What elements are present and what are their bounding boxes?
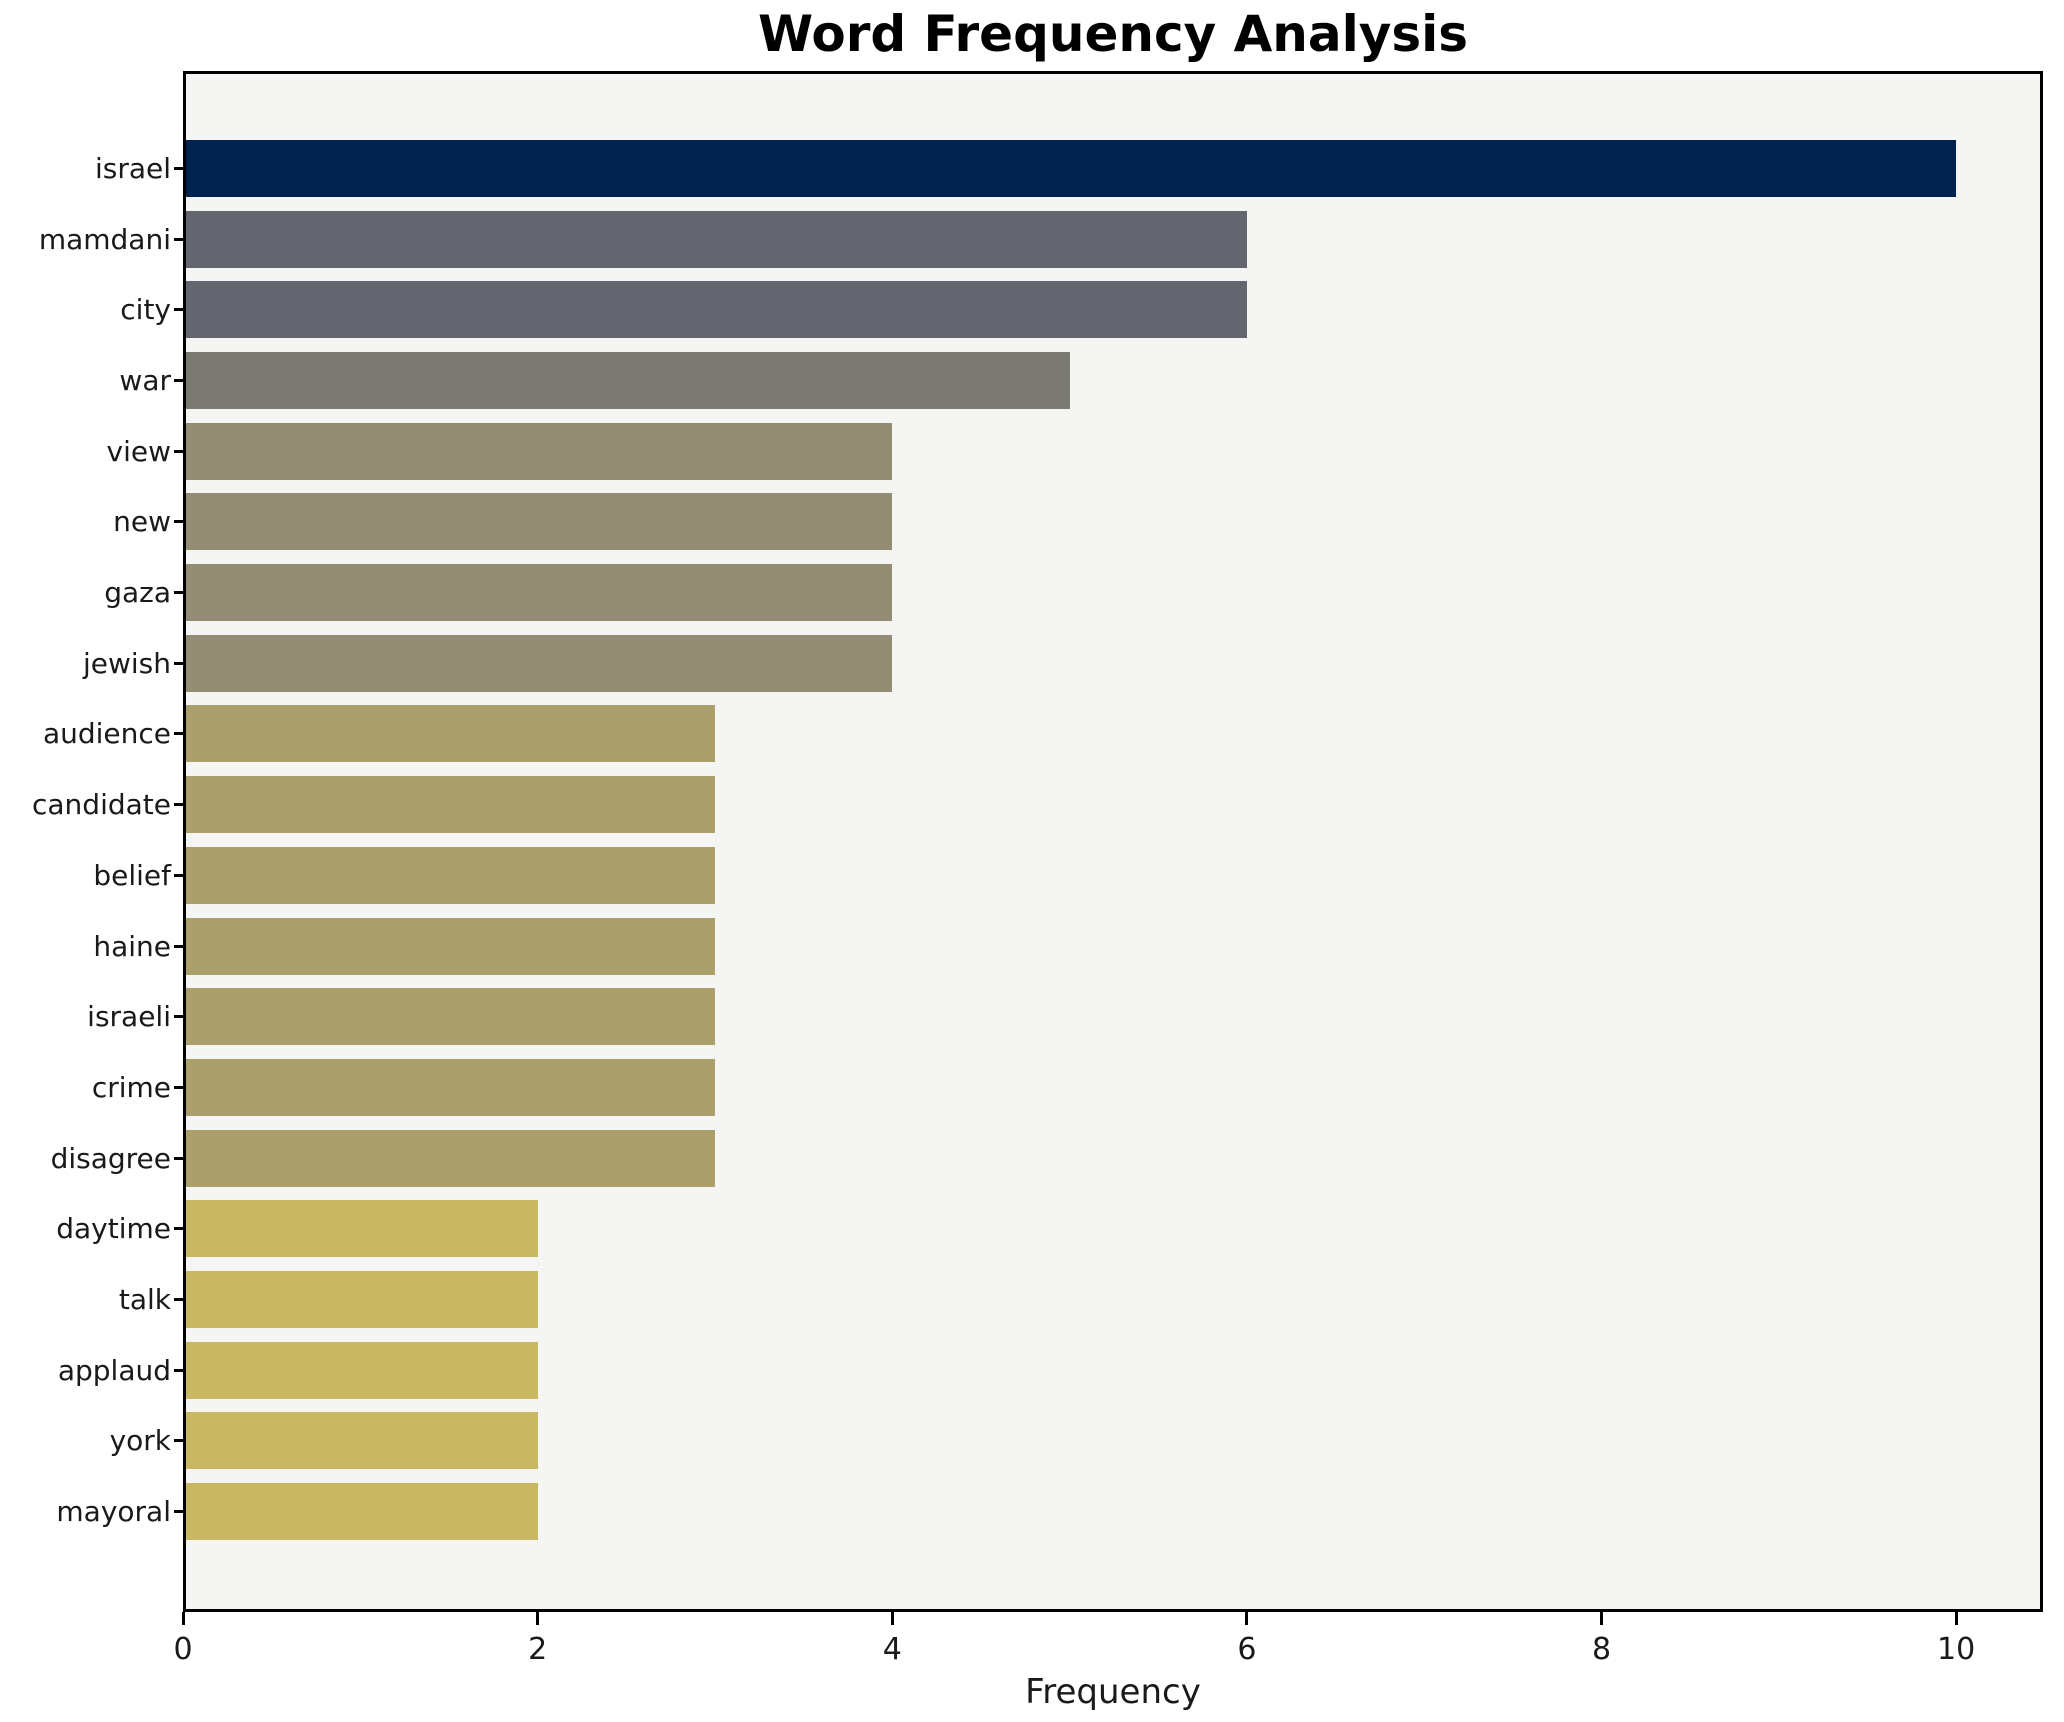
bar-daytime bbox=[183, 1200, 538, 1258]
y-tick-label-view: view bbox=[106, 434, 171, 468]
x-tick-label-0: 0 bbox=[173, 1632, 193, 1667]
y-tick-mark bbox=[174, 237, 183, 241]
bar-talk bbox=[183, 1270, 538, 1328]
y-tick-label-israeli: israeli bbox=[87, 1000, 171, 1034]
bar-crime bbox=[183, 1058, 715, 1116]
y-tick-label-belief: belief bbox=[93, 858, 171, 892]
y-tick-mark bbox=[174, 1085, 183, 1089]
bar-applaud bbox=[183, 1341, 538, 1399]
y-tick-mark bbox=[174, 520, 183, 524]
x-tick-mark bbox=[1954, 1612, 1958, 1625]
bar-israeli bbox=[183, 988, 715, 1046]
y-tick-label-crime: crime bbox=[91, 1070, 171, 1104]
x-tick-mark bbox=[1245, 1612, 1249, 1625]
y-tick-label-mamdani: mamdani bbox=[38, 222, 171, 256]
bar-disagree bbox=[183, 1129, 715, 1187]
bar-israel bbox=[183, 140, 1957, 197]
bar-city bbox=[183, 281, 1247, 339]
bar-jewish bbox=[183, 634, 893, 692]
bar-york bbox=[183, 1412, 538, 1470]
bar-belief bbox=[183, 846, 715, 904]
bar-war bbox=[183, 352, 1070, 410]
chart-title: Word Frequency Analysis bbox=[757, 5, 1469, 63]
x-tick-label-2: 2 bbox=[528, 1632, 548, 1667]
bar-candidate bbox=[183, 776, 715, 834]
y-tick-label-york: york bbox=[109, 1424, 171, 1458]
y-tick-mark bbox=[174, 591, 183, 595]
bar-mayoral bbox=[183, 1483, 538, 1540]
bar-view bbox=[183, 422, 893, 480]
y-tick-label-talk: talk bbox=[118, 1282, 171, 1316]
y-tick-mark bbox=[174, 873, 183, 877]
y-tick-mark bbox=[174, 1015, 183, 1019]
bar-haine bbox=[183, 917, 715, 975]
y-tick-mark bbox=[174, 167, 183, 170]
y-tick-label-israel: israel bbox=[94, 152, 171, 185]
y-tick-label-audience: audience bbox=[42, 717, 171, 751]
y-tick-mark bbox=[174, 1510, 183, 1513]
y-tick-label-haine: haine bbox=[93, 929, 171, 963]
y-tick-mark bbox=[174, 1297, 183, 1301]
y-tick-mark bbox=[174, 1368, 183, 1372]
x-tick-label-6: 6 bbox=[1237, 1632, 1257, 1667]
x-tick-mark bbox=[181, 1612, 185, 1625]
y-tick-label-mayoral: mayoral bbox=[56, 1495, 171, 1528]
x-tick-mark bbox=[890, 1612, 894, 1625]
y-tick-label-city: city bbox=[120, 293, 171, 327]
x-tick-label-10: 10 bbox=[1937, 1632, 1976, 1667]
y-tick-mark bbox=[174, 308, 183, 312]
x-tick-mark bbox=[1599, 1612, 1603, 1625]
y-tick-mark bbox=[174, 1439, 183, 1443]
y-tick-label-jewish: jewish bbox=[82, 646, 171, 680]
y-tick-mark bbox=[174, 379, 183, 383]
y-tick-mark bbox=[174, 661, 183, 665]
y-tick-label-applaud: applaud bbox=[57, 1353, 171, 1387]
y-tick-label-war: war bbox=[119, 364, 171, 398]
y-tick-label-new: new bbox=[113, 505, 171, 539]
bar-mamdani bbox=[183, 210, 1247, 268]
x-tick-label-8: 8 bbox=[1591, 1632, 1612, 1667]
y-tick-label-disagree: disagree bbox=[50, 1141, 171, 1175]
y-tick-label-candidate: candidate bbox=[32, 788, 171, 822]
y-tick-mark bbox=[174, 1156, 183, 1160]
y-tick-label-daytime: daytime bbox=[56, 1212, 171, 1246]
bar-gaza bbox=[183, 564, 893, 622]
y-tick-mark bbox=[174, 803, 183, 807]
bar-new bbox=[183, 493, 893, 551]
x-axis-title: Frequency bbox=[1025, 1672, 1201, 1712]
y-tick-mark bbox=[174, 732, 183, 736]
x-tick-label-4: 4 bbox=[882, 1632, 902, 1667]
y-tick-mark bbox=[174, 944, 183, 948]
y-tick-label-gaza: gaza bbox=[104, 576, 171, 610]
y-tick-mark bbox=[174, 449, 183, 453]
x-tick-mark bbox=[536, 1612, 540, 1625]
y-tick-mark bbox=[174, 1227, 183, 1231]
bar-audience bbox=[183, 705, 715, 763]
